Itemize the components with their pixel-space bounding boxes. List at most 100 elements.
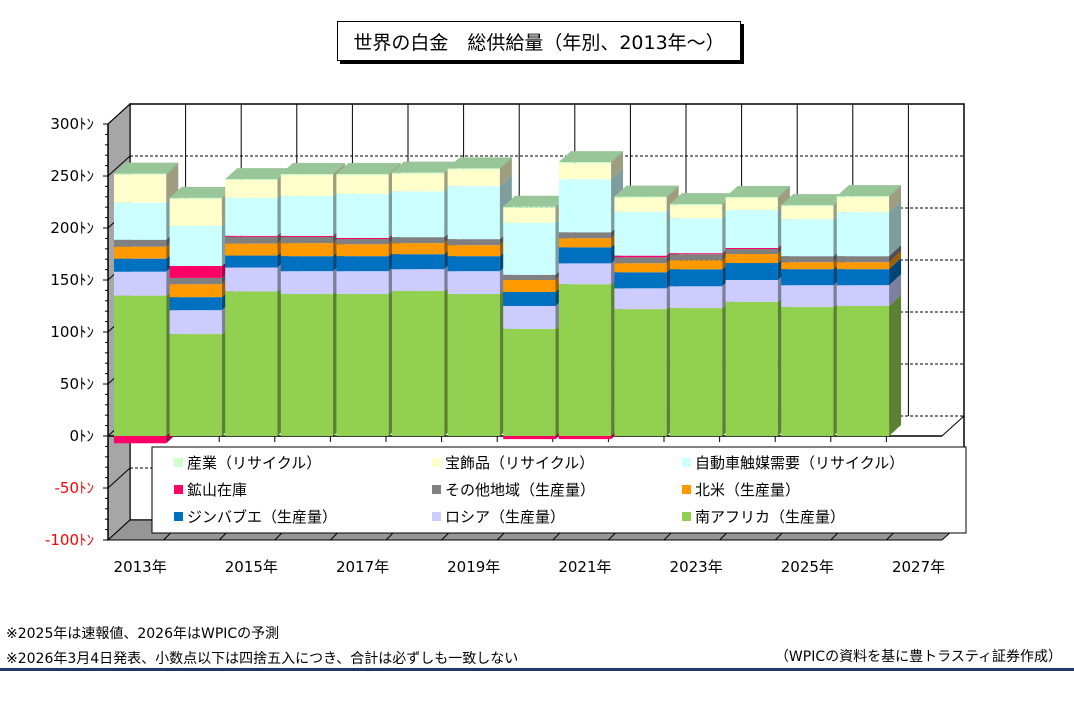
bar-segment [614, 255, 667, 258]
y-tick-label: 150ﾄﾝ [50, 271, 94, 289]
legend-swatch [432, 512, 441, 521]
bar-segment [503, 291, 556, 306]
bar-2025年 [781, 194, 846, 436]
y-tick-label: 300ﾄﾝ [50, 115, 94, 133]
legend-swatch [174, 458, 183, 467]
bar-segment-side [889, 258, 902, 286]
bar-2015年 [225, 168, 290, 436]
bar-segment [280, 294, 334, 436]
source-credit: （WPICの資料を基に豊トラスティ証券作成） [774, 649, 1062, 665]
bar-segment [336, 237, 389, 240]
bar-segment [836, 306, 890, 436]
bar-segment [225, 197, 278, 236]
y-axis: -100ﾄﾝ -50ﾄﾝ 0ﾄﾝ 50ﾄﾝ 100ﾄﾝ 150ﾄﾝ 200ﾄﾝ 250ﾄﾝ 30… [45, 115, 887, 549]
bar-top-face [725, 186, 790, 198]
bar-2020年 [503, 195, 568, 440]
bar-segment-side [611, 152, 624, 180]
bar-segment [725, 198, 778, 211]
bar-segment [670, 218, 723, 254]
bar-segment [169, 225, 222, 266]
legend-label: 北米（生産量） [695, 481, 800, 499]
bar-2023年 [670, 193, 735, 436]
bar-top-face [614, 185, 679, 197]
bar-segment-side [499, 157, 512, 170]
bar-segment [447, 239, 500, 246]
bar-segment [670, 286, 723, 309]
bar-segment [280, 175, 334, 196]
bar-segment [836, 197, 890, 213]
bar-segment [447, 256, 500, 272]
bar-segment [725, 263, 778, 280]
y-tick-label: -50ﾄﾝ [55, 479, 95, 497]
bar-segment-side [889, 251, 902, 270]
bar-segment [447, 169, 500, 187]
bar-segment [558, 284, 612, 436]
bar-segment [725, 254, 778, 264]
bar-segment [781, 285, 834, 308]
y-tick-label: 100ﾄﾝ [50, 323, 94, 341]
x-tick-label: 2021年 [558, 558, 611, 576]
bar-segment-side [889, 201, 902, 257]
bar-segment [336, 294, 389, 436]
bar-2026年 [836, 185, 902, 436]
y-tick-label: 200ﾄﾝ [50, 219, 94, 237]
bar-segment [336, 174, 389, 176]
bar-segment [114, 202, 167, 240]
bar-segment [114, 436, 167, 444]
bar-segment [670, 253, 723, 255]
bar-segment [836, 285, 890, 306]
legend-swatch [174, 485, 183, 494]
bar-2016年 [280, 163, 346, 436]
x-tick-label: 2027年 [892, 558, 945, 576]
bar-segment [392, 237, 445, 244]
bar-segment [225, 255, 278, 268]
bar-segment [558, 263, 612, 285]
bar-segment-side [333, 163, 346, 176]
bar-segment [336, 175, 389, 194]
bar-segment [336, 256, 389, 272]
bar-segment [614, 263, 667, 273]
bar-segment [725, 301, 778, 436]
bar-segment [280, 256, 334, 272]
x-tick-label: 2013年 [114, 558, 167, 576]
bar-top-face [558, 151, 624, 163]
bar-segment-side [889, 185, 902, 198]
bar-segment [558, 179, 612, 233]
bar-segment-side [166, 162, 179, 175]
bar-top-face [447, 157, 512, 169]
bar-segment-side [777, 187, 790, 211]
y-tick-label: 0ﾄﾝ [69, 427, 94, 445]
bar-segment-side [666, 186, 679, 212]
bar-segment [725, 247, 778, 250]
bar-segment [392, 291, 445, 436]
bar-segment [114, 295, 167, 436]
bar-segment [503, 328, 556, 436]
bar-segment [225, 179, 278, 181]
bar-segment [114, 239, 167, 247]
legend-label: 鉱山在庫 [187, 481, 247, 499]
bar-top-face [670, 193, 735, 205]
bar-segment-side [889, 295, 902, 436]
bar-segment [781, 262, 834, 270]
bar-segment [781, 206, 834, 220]
bar-segment [670, 260, 723, 270]
bar-segment [503, 206, 556, 208]
bar-segment [280, 235, 334, 237]
bar-segment [781, 307, 834, 436]
bar-segment [670, 205, 723, 219]
footnote-1: ※2025年は速報値、2026年はWPICの予測 [6, 626, 280, 642]
bar-top-face [280, 163, 346, 175]
legend-box [151, 446, 967, 534]
legend-label: 宝飾品（リサイクル） [445, 454, 594, 472]
legend-label: ジンバブエ（生産量） [187, 508, 337, 526]
bar-segment [280, 271, 334, 295]
chart-area: -100ﾄﾝ -50ﾄﾝ 0ﾄﾝ 50ﾄﾝ 100ﾄﾝ 150ﾄﾝ 200ﾄﾝ 250ﾄﾝ 30… [45, 102, 967, 576]
x-tick-label: 2017年 [336, 558, 389, 576]
bar-segment [781, 205, 834, 207]
legend-label: ロシア（生産量） [445, 508, 565, 526]
bar-segment [392, 172, 445, 174]
bar-segment [169, 277, 222, 285]
chart-title: 世界の白金 総供給量（年別、2013年～） [337, 21, 741, 61]
bar-segment [336, 244, 389, 257]
bar-segment [280, 174, 334, 176]
